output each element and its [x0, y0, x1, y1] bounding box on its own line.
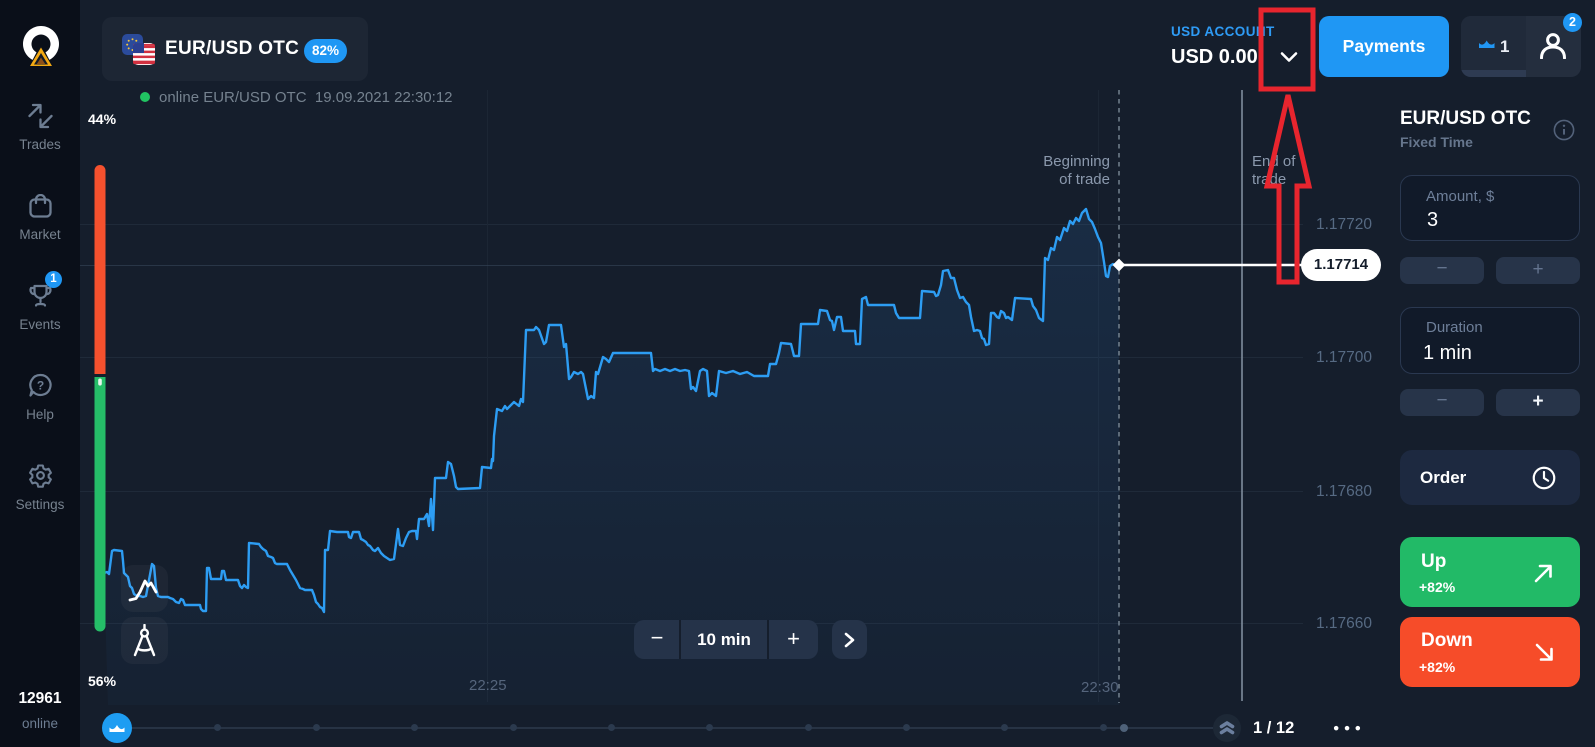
svg-text:?: ?	[37, 379, 44, 393]
